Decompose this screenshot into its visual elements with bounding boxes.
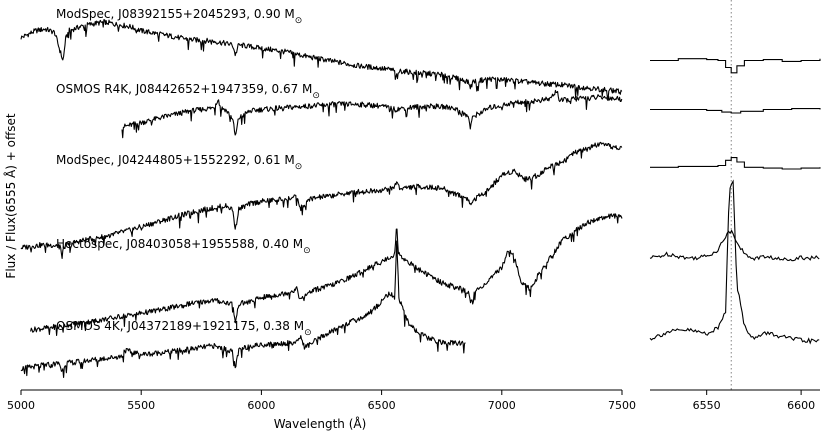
spectrum-line-2 <box>121 89 623 139</box>
main-x-tick-label-6000: 6000 <box>247 399 275 412</box>
spectrum-label-2: OSMOS R4K, J08442652+1947359, 0.67 M⊙ <box>56 82 320 101</box>
msun-subscript-4: ⊙ <box>303 246 311 256</box>
zoom-spectrum-line-2 <box>650 108 821 114</box>
spectrum-label-1: ModSpec, J08392155+2045293, 0.90 M⊙ <box>56 7 302 26</box>
main-spectra <box>20 19 623 378</box>
y-axis-title: Flux / Flux(6555 Å) + offset <box>3 113 18 278</box>
msun-subscript-5: ⊙ <box>304 328 312 338</box>
main-x-tick-label-6500: 6500 <box>368 399 396 412</box>
spectrum-label-text-4: Hectospec, J08403058+1955588, 0.40 M <box>56 237 303 251</box>
spectrum-label-text-5: OSMOS 4K, J04372189+1921175, 0.38 M <box>56 319 304 333</box>
main-x-tick-label-5000: 5000 <box>7 399 35 412</box>
zoom-spectrum-line-3 <box>650 157 821 170</box>
main-x-tick-label-5500: 5500 <box>127 399 155 412</box>
spectrum-line-4 <box>30 213 623 336</box>
spectrum-label-text-2: OSMOS R4K, J08442652+1947359, 0.67 M <box>56 82 312 96</box>
msun-subscript-2: ⊙ <box>312 91 320 101</box>
zoom-x-tick-label-6600: 6600 <box>787 399 815 412</box>
spectrum-label-text-3: ModSpec, J04244805+1552292, 0.61 M <box>56 153 295 167</box>
spectrum-label-text-1: ModSpec, J08392155+2045293, 0.90 M <box>56 7 295 21</box>
msun-subscript-1: ⊙ <box>295 16 303 26</box>
spectrum-line-5 <box>20 240 466 378</box>
zoom-x-tick-label-6550: 6550 <box>693 399 721 412</box>
spectrum-labels: ModSpec, J08392155+2045293, 0.90 M⊙OSMOS… <box>56 7 320 338</box>
msun-subscript-3: ⊙ <box>295 162 303 172</box>
main-x-ticks: 5000 5500 6000 6500 7000 7500 <box>7 390 636 412</box>
spectrum-label-5: OSMOS 4K, J04372189+1921175, 0.38 M⊙ <box>56 319 312 338</box>
main-x-tick-label-7000: 7000 <box>488 399 516 412</box>
x-axis-title: Wavelength (Å) <box>274 416 367 431</box>
zoom-spectra <box>649 58 821 345</box>
spectrum-label-3: ModSpec, J04244805+1552292, 0.61 M⊙ <box>56 153 302 172</box>
spectrum-line-3 <box>20 141 623 259</box>
spectrum-line-1 <box>20 19 623 100</box>
halpha-zoom-panel: 6550 6600 <box>649 0 821 412</box>
main-spectra-panel: 5000 5500 6000 6500 7000 7500 ModSpec, J08392… <box>3 7 636 431</box>
spectrum-label-4: Hectospec, J08403058+1955588, 0.40 M⊙ <box>56 237 311 256</box>
zoom-x-ticks: 6550 6600 <box>693 390 815 412</box>
zoom-spectrum-line-5 <box>649 179 820 345</box>
main-x-tick-label-7500: 7500 <box>608 399 636 412</box>
zoom-spectrum-line-1 <box>650 58 821 74</box>
